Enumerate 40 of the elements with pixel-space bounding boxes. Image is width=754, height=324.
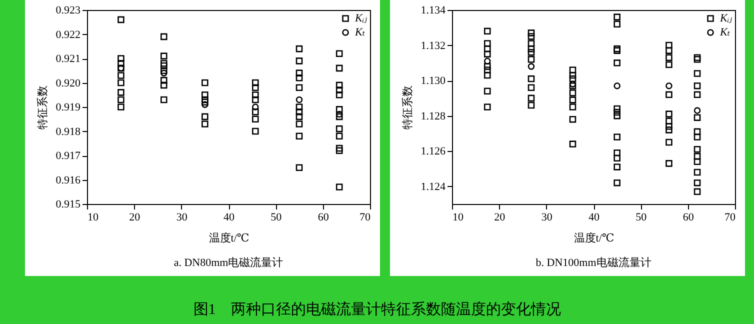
y-tick-label: 1.124: [420, 180, 446, 193]
y-tick-label: 1.130: [420, 75, 446, 88]
text: a. DN80mm电磁流量计: [174, 256, 284, 269]
y-tick-label: 0.921: [56, 53, 80, 65]
x-tick-label: 70: [360, 212, 371, 224]
y-tick-label: 0.917: [56, 150, 81, 162]
y-tick-label: 0.915: [56, 198, 81, 210]
x-tick-label: 10: [452, 212, 464, 224]
x-tick-label: 50: [636, 212, 648, 224]
x-axis-title: 温度t/℃: [574, 232, 614, 244]
legend-label: Kᵢⱼ: [719, 12, 732, 24]
x-tick-label: 10: [88, 212, 99, 224]
y-axis-title: 特征系数: [400, 86, 414, 130]
legend-label: Kᵢⱼ: [354, 12, 368, 24]
legend-label: Kₜ: [719, 26, 730, 38]
x-tick-label: 40: [588, 212, 600, 224]
x-tick-label: 30: [176, 212, 188, 224]
x-tick-label: 60: [682, 212, 694, 224]
text: b. DN100mm电磁流量计: [536, 256, 652, 269]
y-axis-title: 特征系数: [36, 86, 49, 130]
caption: 图1 两种口径的电磁流量计特征系数随温度的变化情况: [192, 300, 562, 319]
x-axis-title: 温度t/℃: [208, 232, 250, 244]
x-tick-label: 30: [541, 212, 553, 224]
legend-label: Kₜ: [354, 26, 366, 38]
x-tick-label: 40: [224, 212, 235, 224]
y-tick-label: 0.920: [56, 77, 81, 90]
x-tick-label: 70: [724, 212, 736, 224]
y-tick-label: 0.916: [56, 174, 81, 186]
y-tick-label: 0.923: [56, 4, 81, 16]
y-tick-label: 0.919: [56, 102, 81, 114]
y-tick-label: 1.128: [420, 110, 446, 122]
x-tick-label: 20: [129, 212, 141, 224]
y-tick-label: 1.132: [420, 40, 446, 52]
y-tick-label: 0.922: [56, 28, 80, 41]
y-tick-label: 0.918: [56, 126, 81, 138]
x-tick-label: 50: [270, 212, 282, 224]
y-tick-label: 1.134: [420, 4, 446, 16]
y-tick-label: 1.126: [420, 146, 446, 158]
x-tick-label: 60: [318, 212, 330, 224]
x-tick-label: 20: [494, 212, 506, 224]
